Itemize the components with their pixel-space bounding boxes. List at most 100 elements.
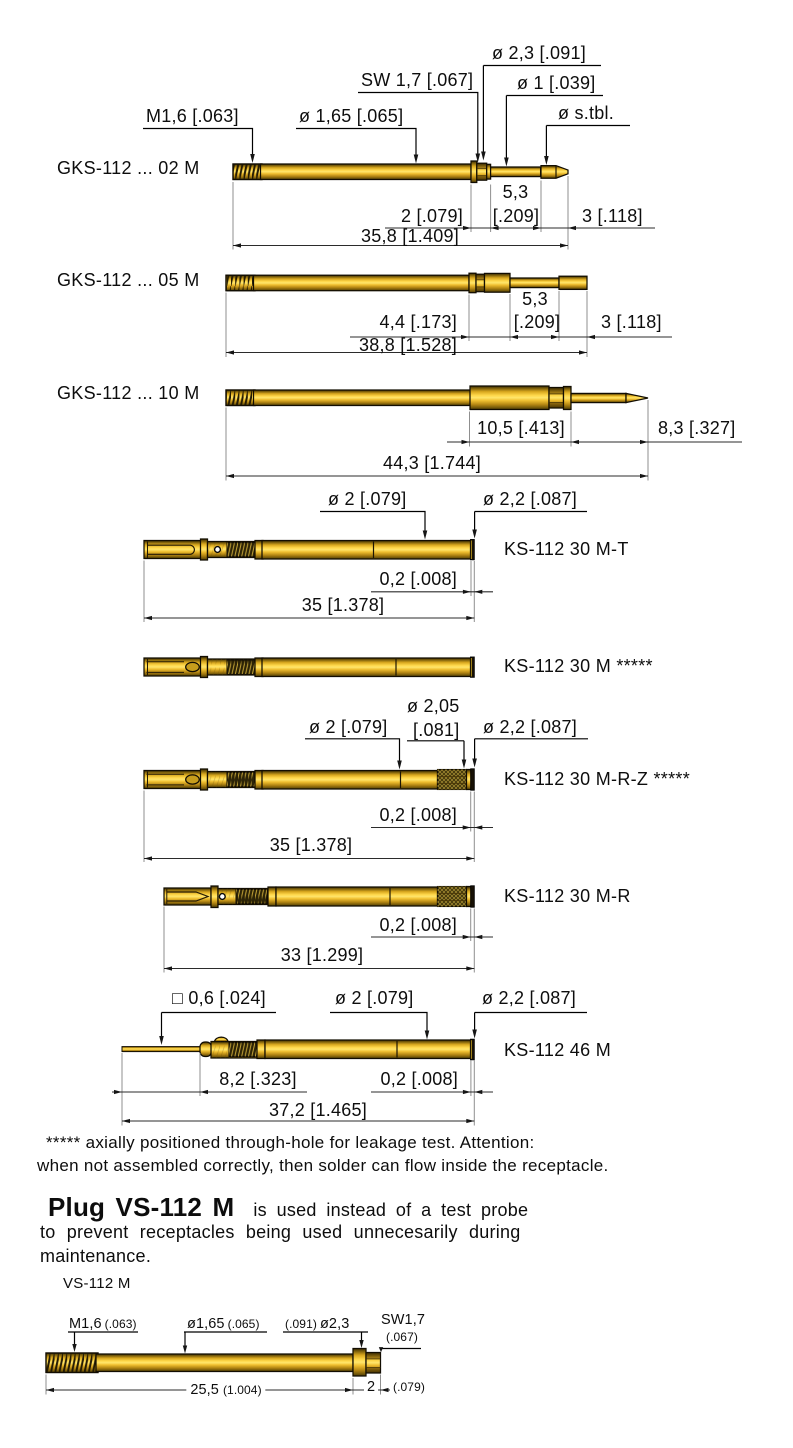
arrowhead xyxy=(359,1340,364,1348)
callout-barrel: ø 2 [.079] xyxy=(335,988,414,1008)
arrowhead xyxy=(474,589,483,594)
plug-paragraph-line-1: Plug VS-112 M is used instead of a test p… xyxy=(48,1193,528,1222)
probe-label-ks-112-30-m: KS-112 30 M ***** xyxy=(504,656,653,676)
ring xyxy=(256,1039,266,1060)
arrowhead xyxy=(533,225,541,231)
arrowhead xyxy=(413,154,419,164)
hex-nut xyxy=(548,386,565,409)
dim-head: 4,4 [.173] xyxy=(379,312,457,332)
tube-wall-line xyxy=(146,771,184,788)
slot-outline xyxy=(147,544,196,555)
thread-texture xyxy=(46,1353,98,1373)
hex-facet-line xyxy=(437,776,467,784)
probe-drawing-ks-112-30-m-r-z xyxy=(143,738,588,862)
barrel xyxy=(259,163,472,181)
hex-facet-shade xyxy=(366,1353,380,1359)
arrowhead xyxy=(182,1345,188,1354)
callout-leaders xyxy=(305,738,588,770)
vs-dim-head-inch: (.079) xyxy=(390,1380,428,1395)
arrowhead xyxy=(504,157,509,167)
wire-wrap-pin xyxy=(121,1046,202,1053)
end-ring xyxy=(470,885,475,908)
dimension-lines xyxy=(232,176,655,250)
through-hole xyxy=(185,774,200,785)
dim-stroke-top: 5,3 xyxy=(502,182,529,202)
leader-line xyxy=(482,64,601,152)
dim-stroke-top: 5,3 xyxy=(522,289,548,309)
dimension-lines xyxy=(112,1053,493,1126)
leader-line xyxy=(305,738,401,761)
dim-ring: 0,2 [.008] xyxy=(379,569,457,589)
callout-leaders xyxy=(320,510,587,540)
hex-facet-shade xyxy=(477,175,487,180)
vs-callout-barrel: ø1,65 (.065) xyxy=(187,1313,260,1333)
knurl-texture xyxy=(437,769,467,790)
arrowhead xyxy=(474,825,483,830)
spring-coil-texture xyxy=(236,889,267,904)
leader-line xyxy=(380,1347,421,1350)
taper-ring xyxy=(468,272,477,294)
arrowhead xyxy=(378,1347,384,1353)
collar xyxy=(470,160,478,184)
leader-line xyxy=(474,1011,587,1030)
vent-hole xyxy=(218,892,226,901)
plug-drawing-label: VS-112 M xyxy=(63,1275,131,1292)
arrowhead xyxy=(579,350,587,355)
barrel xyxy=(261,769,439,790)
knurl-texture xyxy=(437,886,467,907)
thread-texture xyxy=(226,275,255,291)
leader-line xyxy=(407,740,465,760)
hex-facet-shade xyxy=(476,287,484,292)
arrowhead xyxy=(472,758,477,768)
arrowhead xyxy=(472,529,477,539)
vs-callout-hex: SW1,7 xyxy=(381,1312,426,1328)
leader-line xyxy=(545,124,630,156)
arrowhead xyxy=(424,1030,430,1040)
arrowhead xyxy=(544,156,549,165)
vs-callout-hex-inch: (.067) xyxy=(386,1330,418,1344)
leader-line xyxy=(143,127,254,154)
probe-drawing-ks-112-30-m-r xyxy=(163,885,493,973)
flange-ring xyxy=(199,655,209,679)
hex-nut xyxy=(365,1351,382,1374)
flange-ring xyxy=(210,885,219,909)
vs-dim-head: 2 xyxy=(364,1379,379,1396)
dim-ring: 0,2 [.008] xyxy=(380,1069,458,1089)
arrowhead xyxy=(466,856,475,861)
arrowhead xyxy=(397,760,402,770)
callout-pin: □ 0,6 [.024] xyxy=(172,988,266,1008)
termination-tube xyxy=(143,539,202,560)
vs-callout-collar: (.091) ø2,3 xyxy=(285,1313,349,1333)
arrowhead xyxy=(380,1387,389,1393)
barrel xyxy=(275,886,439,907)
spring-coil-texture xyxy=(227,772,255,787)
probe-drawing-ks-112-46-m xyxy=(112,1011,587,1126)
dim-head: 2 [.079] xyxy=(400,206,463,226)
arrowhead xyxy=(481,151,486,161)
barrel xyxy=(252,389,473,407)
arrowhead xyxy=(472,1029,477,1039)
plug-heading: Plug VS-112 M xyxy=(48,1192,235,1222)
hex-nut xyxy=(475,273,486,293)
arrowhead xyxy=(466,1118,475,1124)
callout-ring: ø 2,2 [.087] xyxy=(483,489,578,509)
dim-total: 33 [1.299] xyxy=(280,945,364,965)
callout-knurl-bottom: [.081] xyxy=(413,720,460,740)
probe-drawing-gks-112-10 xyxy=(225,385,742,481)
arrowhead xyxy=(200,1089,208,1095)
sleeve xyxy=(469,385,550,411)
dim-total: 35 [1.378] xyxy=(301,595,385,615)
flange-ring xyxy=(199,538,209,561)
arrowhead xyxy=(345,1387,353,1393)
dim-total: 44,3 [1.744] xyxy=(382,453,482,473)
callout-collar: ø 2,3 [.091] xyxy=(492,43,587,63)
arrowhead xyxy=(114,1089,122,1095)
extension-lines xyxy=(163,906,475,973)
needle-point xyxy=(625,392,649,404)
callout-barrel: ø 2 [.079] xyxy=(328,489,407,509)
arrowhead xyxy=(551,334,559,340)
vs-dim-length-inch: (1.004) xyxy=(222,1383,262,1397)
leader-line xyxy=(283,1331,368,1340)
vs-callout-thread: M1,6 (.063) xyxy=(69,1313,137,1333)
arrowhead xyxy=(475,153,481,163)
